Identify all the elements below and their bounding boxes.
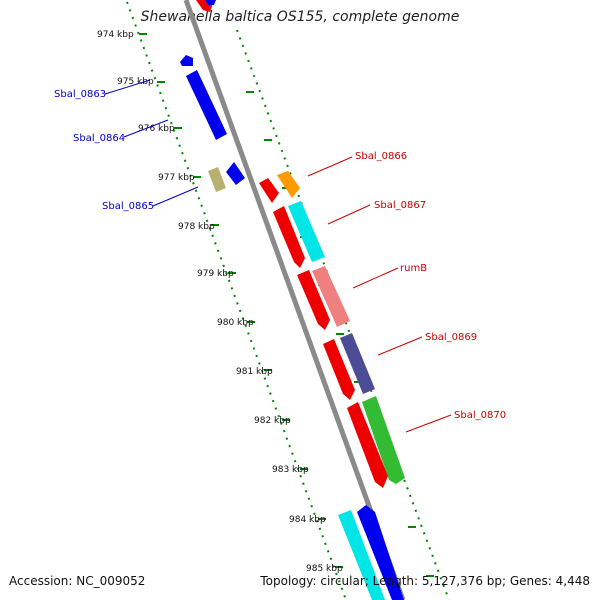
gene-arrow-red[interactable]	[259, 178, 279, 203]
gene-label-sbal-0869[interactable]: Sbal_0869	[425, 332, 477, 343]
genome-backbone	[183, 0, 406, 600]
gene-label-sbal-0865[interactable]: Sbal_0865	[102, 201, 154, 212]
gene-arrow-cyan[interactable]	[338, 510, 385, 600]
tick-label: 982 kbp	[254, 416, 291, 426]
tick-marks	[139, 33, 343, 568]
gene-arrow-blue[interactable]	[205, 0, 216, 5]
gene-arrow-sbal-0866[interactable]	[277, 171, 300, 198]
gene-arrow-red[interactable]	[323, 339, 355, 400]
gene-arrow-khaki[interactable]	[208, 167, 226, 192]
tick-label: 975 kbp	[117, 77, 154, 87]
tick-label: 978 kbp	[178, 222, 215, 232]
genome-summary-text: Topology: circular; Length: 5,127,376 bp…	[260, 574, 590, 588]
gene-label-rumb[interactable]: rumB	[400, 263, 427, 274]
gene-arrow-sbal-0869[interactable]	[340, 333, 375, 394]
tick-label: 983 kbp	[272, 465, 309, 475]
tick-label: 974 kbp	[97, 30, 134, 40]
tick-label: 976 kbp	[138, 124, 175, 134]
gene-arrow-red[interactable]	[347, 402, 388, 488]
gene-label-sbal-0863[interactable]: Sbal_0863	[54, 89, 106, 100]
gene-label-sbal-0867[interactable]: Sbal_0867	[374, 200, 426, 211]
tick-label: 984 kbp	[289, 515, 326, 525]
map-title: Shewanella baltica OS155, complete genom…	[140, 9, 460, 25]
gene-arrow-sbal-0864[interactable]	[186, 70, 227, 140]
tick-label: 980 kbp	[217, 318, 254, 328]
gene-arrow-sbal-0863[interactable]	[180, 55, 193, 66]
gene-arrow-red[interactable]	[297, 270, 330, 330]
gene-arrow-sbal-0867[interactable]	[288, 201, 325, 262]
tick-label: 979 kbp	[197, 269, 234, 279]
gene-arrow-blue[interactable]	[357, 505, 404, 600]
leader-lines-red	[307, 156, 452, 433]
tick-label: 985 kbp	[306, 564, 343, 574]
gene-label-sbal-0870[interactable]: Sbal_0870	[454, 410, 506, 421]
gene-arrow-sbal-0870[interactable]	[362, 396, 405, 484]
gene-label-sbal-0864[interactable]: Sbal_0864	[73, 133, 125, 144]
right-tick-marks	[246, 91, 434, 577]
leader-lines-blue	[104, 79, 199, 207]
accession-text: Accession: NC_009052	[9, 574, 146, 588]
gene-arrow-sbal-0865[interactable]	[226, 162, 245, 185]
tick-label: 977 kbp	[158, 173, 195, 183]
gene-arrow-rumb[interactable]	[312, 266, 350, 327]
gene-label-sbal-0866[interactable]: Sbal_0866	[355, 151, 407, 162]
gene-arrow-red[interactable]	[273, 206, 305, 268]
tick-label: 981 kbp	[236, 367, 273, 377]
